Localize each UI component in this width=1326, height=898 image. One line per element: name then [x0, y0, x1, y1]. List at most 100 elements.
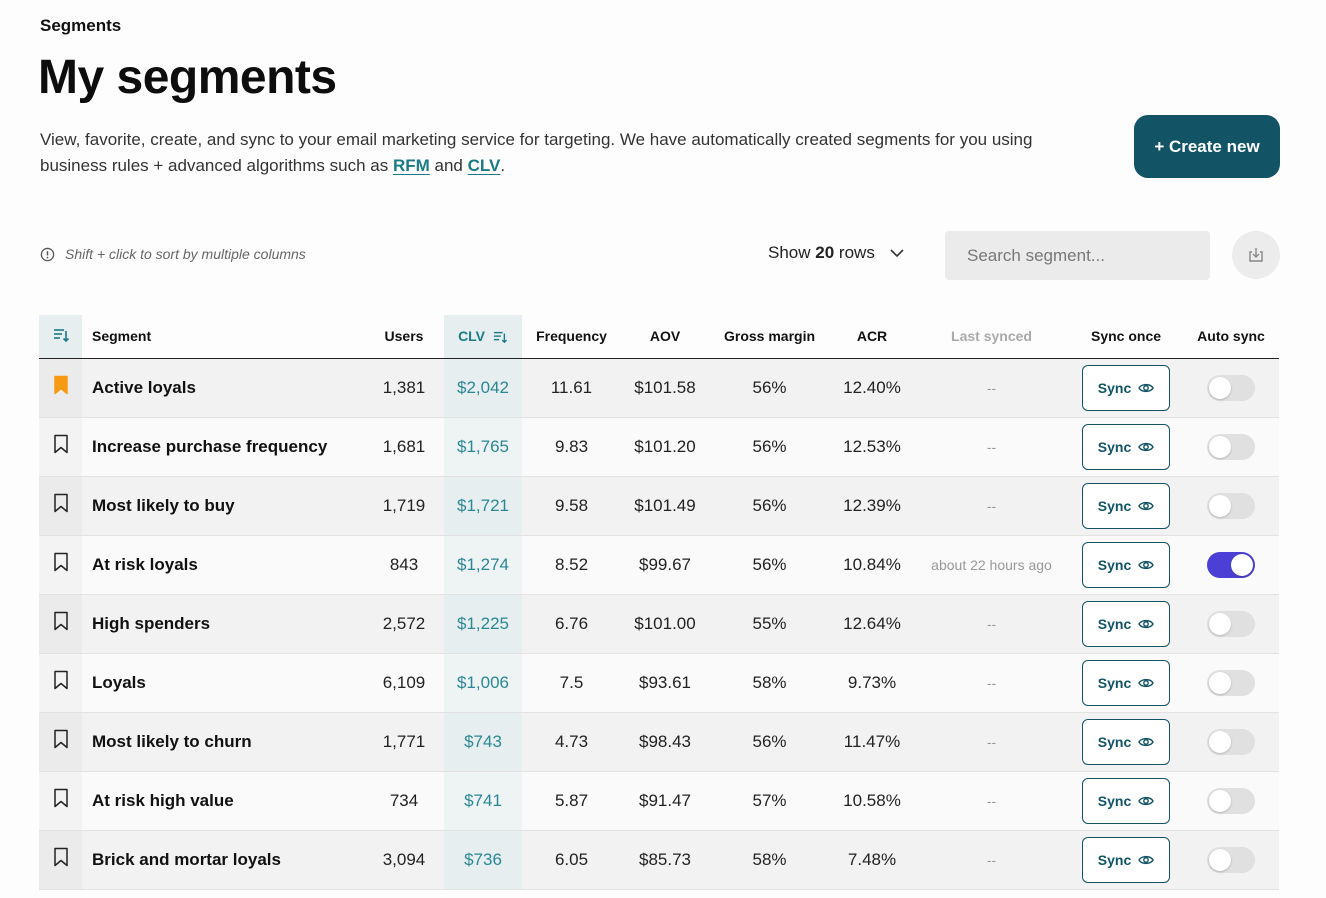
sync-once-cell: Sync — [1069, 417, 1183, 477]
sync-button[interactable]: Sync — [1082, 600, 1170, 647]
search-input[interactable] — [945, 231, 1210, 280]
sync-button[interactable]: Sync — [1082, 364, 1170, 411]
rfm-link[interactable]: RFM — [392, 156, 430, 175]
table-row: Most likely to churn 1,771 $743 4.73 $98.43 5… — [39, 712, 1279, 772]
bookmark-icon[interactable] — [53, 434, 69, 459]
auto-sync-toggle[interactable] — [1207, 433, 1255, 460]
column-header-clv[interactable]: CLV — [444, 315, 522, 359]
eye-icon — [1138, 737, 1155, 746]
column-header-users[interactable]: Users — [364, 315, 444, 359]
column-header-segment[interactable]: Segment — [82, 315, 364, 359]
eye-icon — [1138, 619, 1155, 628]
bookmark-icon[interactable] — [53, 729, 69, 754]
bookmark-cell — [39, 653, 82, 713]
toggle-knob — [1209, 848, 1231, 871]
bookmark-cell — [39, 417, 82, 477]
column-header-aov[interactable]: AOV — [621, 315, 709, 359]
segment-name[interactable]: Most likely to churn — [82, 712, 364, 772]
sort-descending-icon — [493, 332, 507, 344]
table-row: High spenders 2,572 $1,225 6.76 $101.00 55% 12… — [39, 594, 1279, 654]
sync-button[interactable]: Sync — [1082, 659, 1170, 706]
bookmark-icon[interactable] — [53, 493, 69, 518]
auto-sync-cell — [1183, 653, 1279, 713]
frequency-value: 9.58 — [522, 476, 621, 536]
auto-sync-toggle[interactable] — [1207, 551, 1255, 578]
sync-button-label: Sync — [1097, 438, 1132, 455]
bookmark-icon[interactable] — [53, 552, 69, 577]
sync-button-label: Sync — [1097, 379, 1132, 396]
bookmark-cell — [39, 712, 82, 772]
sync-button[interactable]: Sync — [1082, 777, 1170, 824]
auto-sync-toggle[interactable] — [1207, 492, 1255, 519]
gross-margin-value: 58% — [709, 653, 830, 713]
toggle-knob — [1209, 671, 1231, 694]
column-header-acr[interactable]: ACR — [830, 315, 914, 359]
gross-margin-value: 55% — [709, 594, 830, 654]
clv-value: $1,721 — [444, 476, 522, 536]
last-synced-value: -- — [914, 358, 1069, 418]
clv-link[interactable]: CLV — [467, 156, 501, 175]
table-row: Brick and mortar loyals 3,094 $736 6.05 $85.… — [39, 830, 1279, 890]
bookmark-cell — [39, 830, 82, 890]
column-header-gross-margin[interactable]: Gross margin — [709, 315, 830, 359]
auto-sync-toggle[interactable] — [1207, 374, 1255, 401]
bookmark-filled-icon[interactable] — [53, 375, 69, 400]
bookmark-icon[interactable] — [53, 611, 69, 636]
sync-button[interactable]: Sync — [1082, 541, 1170, 588]
last-synced-value: about 22 hours ago — [914, 535, 1069, 595]
download-button[interactable] — [1232, 231, 1280, 279]
download-icon — [1249, 248, 1263, 262]
auto-sync-toggle[interactable] — [1207, 669, 1255, 696]
gross-margin-value: 57% — [709, 771, 830, 831]
users-value: 2,572 — [364, 594, 444, 654]
sync-button[interactable]: Sync — [1082, 482, 1170, 529]
frequency-value: 4.73 — [522, 712, 621, 772]
create-new-button[interactable]: + Create new — [1134, 115, 1280, 178]
sync-button-label: Sync — [1097, 851, 1132, 868]
segment-name[interactable]: Brick and mortar loyals — [82, 830, 364, 890]
clv-value: $741 — [444, 771, 522, 831]
eye-icon — [1138, 560, 1155, 569]
sort-hint-text: Shift + click to sort by multiple column… — [65, 246, 306, 262]
clv-value: $2,042 — [444, 358, 522, 418]
bookmark-cell — [39, 476, 82, 536]
table-row: Active loyals 1,381 $2,042 11.61 $101.58 56% 1… — [39, 358, 1279, 418]
auto-sync-toggle[interactable] — [1207, 610, 1255, 637]
sync-button[interactable]: Sync — [1082, 718, 1170, 765]
auto-sync-toggle[interactable] — [1207, 787, 1255, 814]
sync-once-cell: Sync — [1069, 771, 1183, 831]
column-header-frequency[interactable]: Frequency — [522, 315, 621, 359]
breadcrumb[interactable]: Segments — [40, 16, 122, 35]
sync-button[interactable]: Sync — [1082, 836, 1170, 883]
rows-per-page-select[interactable]: Show 20 rows — [768, 243, 905, 263]
users-value: 1,681 — [364, 417, 444, 477]
frequency-value: 6.05 — [522, 830, 621, 890]
segment-name[interactable]: At risk loyals — [82, 535, 364, 595]
segment-name[interactable]: Loyals — [82, 653, 364, 713]
segment-name[interactable]: Increase purchase frequency — [82, 417, 364, 477]
bookmark-icon[interactable] — [53, 788, 69, 813]
sort-icon — [53, 328, 69, 342]
aov-value: $101.00 — [621, 594, 709, 654]
segment-name[interactable]: Most likely to buy — [82, 476, 364, 536]
auto-sync-cell — [1183, 712, 1279, 772]
bookmark-icon[interactable] — [53, 670, 69, 695]
aov-value: $99.67 — [621, 535, 709, 595]
users-value: 734 — [364, 771, 444, 831]
acr-value: 12.64% — [830, 594, 914, 654]
auto-sync-toggle[interactable] — [1207, 728, 1255, 755]
segment-name[interactable]: High spenders — [82, 594, 364, 654]
toggle-knob — [1209, 494, 1231, 517]
description-end: . — [500, 156, 506, 175]
toggle-knob — [1209, 612, 1231, 635]
sort-columns-header[interactable] — [39, 315, 82, 359]
segment-name[interactable]: At risk high value — [82, 771, 364, 831]
frequency-value: 7.5 — [522, 653, 621, 713]
bookmark-icon[interactable] — [53, 847, 69, 872]
auto-sync-toggle[interactable] — [1207, 846, 1255, 873]
frequency-value: 8.52 — [522, 535, 621, 595]
sync-button[interactable]: Sync — [1082, 423, 1170, 470]
sort-hint: Shift + click to sort by multiple column… — [40, 246, 306, 262]
segment-name[interactable]: Active loyals — [82, 358, 364, 418]
acr-value: 12.39% — [830, 476, 914, 536]
